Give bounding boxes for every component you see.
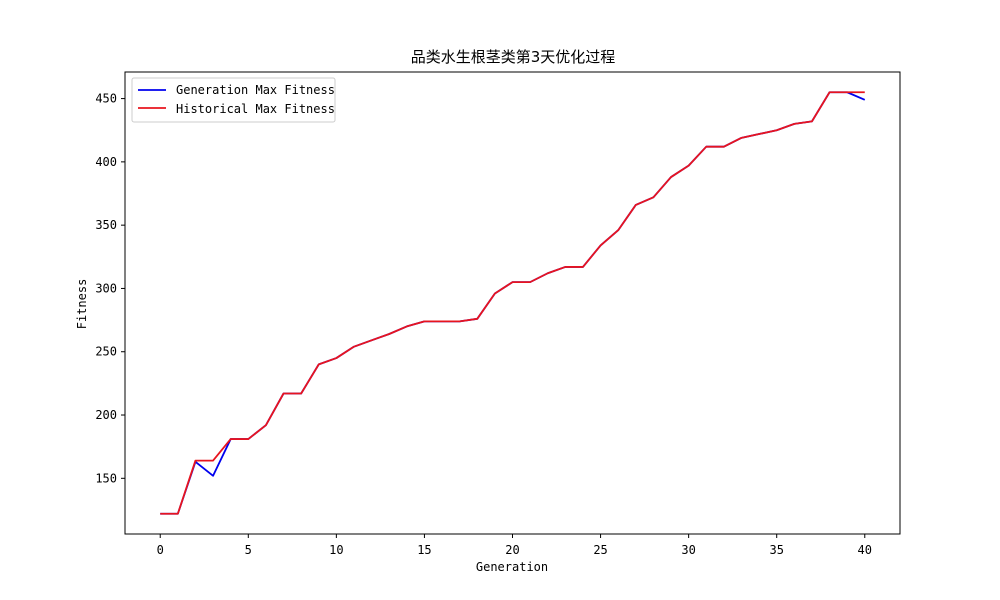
x-tick-label: 0 bbox=[157, 543, 164, 557]
series-lines bbox=[160, 91, 866, 515]
y-tick-label: 150 bbox=[95, 471, 117, 485]
x-tick-label: 20 bbox=[505, 543, 519, 557]
y-tick-label: 250 bbox=[95, 345, 117, 359]
legend-label-historical: Historical Max Fitness bbox=[176, 102, 335, 116]
chart-title: 品类水生根茎类第3天优化过程 bbox=[411, 48, 616, 66]
x-tick-label: 30 bbox=[681, 543, 695, 557]
y-tick-label: 300 bbox=[95, 281, 117, 295]
x-tick-label: 10 bbox=[329, 543, 343, 557]
y-tick-label: 350 bbox=[95, 218, 117, 232]
x-tick-label: 15 bbox=[417, 543, 431, 557]
x-tick-label: 5 bbox=[245, 543, 252, 557]
x-tick-label: 25 bbox=[593, 543, 607, 557]
y-tick-label: 200 bbox=[95, 408, 117, 422]
x-axis-label: Generation bbox=[476, 560, 548, 574]
series-line-1 bbox=[160, 91, 865, 515]
y-tick-label: 450 bbox=[95, 92, 117, 106]
legend-box bbox=[131, 77, 336, 123]
legend: Generation Max Fitness Historical Max Fi… bbox=[131, 77, 336, 123]
y-axis-ticks: 150 200 250 300 350 400 450 bbox=[95, 92, 125, 485]
x-axis-ticks: 0 5 10 15 20 25 30 35 40 bbox=[157, 534, 872, 557]
plot-area bbox=[124, 71, 901, 535]
x-tick-label: 40 bbox=[858, 543, 872, 557]
x-tick-label: 35 bbox=[769, 543, 783, 557]
legend-label-generation: Generation Max Fitness bbox=[176, 83, 335, 97]
y-tick-label: 400 bbox=[95, 155, 117, 169]
y-axis-label: Fitness bbox=[75, 279, 89, 330]
